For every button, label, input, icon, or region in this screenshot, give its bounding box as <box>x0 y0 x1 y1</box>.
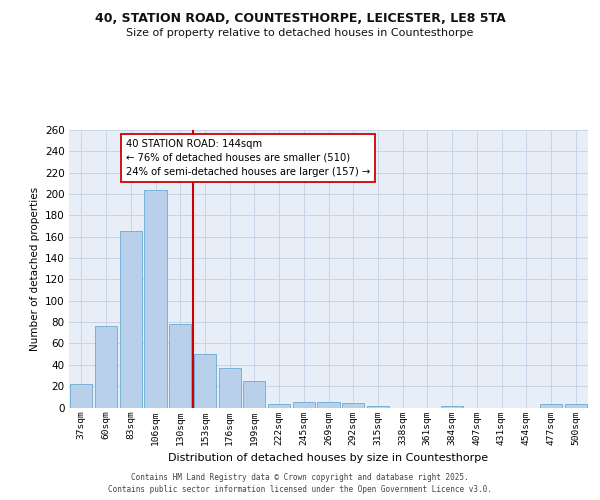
Bar <box>95 326 117 407</box>
Bar <box>243 381 265 407</box>
Bar <box>342 403 364 407</box>
Bar <box>194 354 216 408</box>
Bar <box>119 232 142 408</box>
Text: 40, STATION ROAD, COUNTESTHORPE, LEICESTER, LE8 5TA: 40, STATION ROAD, COUNTESTHORPE, LEICEST… <box>95 12 505 26</box>
Text: 40 STATION ROAD: 144sqm
← 76% of detached houses are smaller (510)
24% of semi-d: 40 STATION ROAD: 144sqm ← 76% of detache… <box>126 138 370 176</box>
Bar <box>145 190 167 408</box>
Bar <box>293 402 315 407</box>
Bar <box>367 406 389 408</box>
Text: Contains HM Land Registry data © Crown copyright and database right 2025.
Contai: Contains HM Land Registry data © Crown c… <box>108 472 492 494</box>
Bar <box>441 406 463 408</box>
Bar <box>317 402 340 407</box>
Text: Size of property relative to detached houses in Countesthorpe: Size of property relative to detached ho… <box>127 28 473 38</box>
X-axis label: Distribution of detached houses by size in Countesthorpe: Distribution of detached houses by size … <box>169 453 488 463</box>
Bar <box>540 404 562 407</box>
Bar <box>169 324 191 407</box>
Bar <box>268 404 290 407</box>
Bar <box>70 384 92 407</box>
Bar <box>565 404 587 407</box>
Bar <box>218 368 241 408</box>
Y-axis label: Number of detached properties: Number of detached properties <box>29 186 40 351</box>
